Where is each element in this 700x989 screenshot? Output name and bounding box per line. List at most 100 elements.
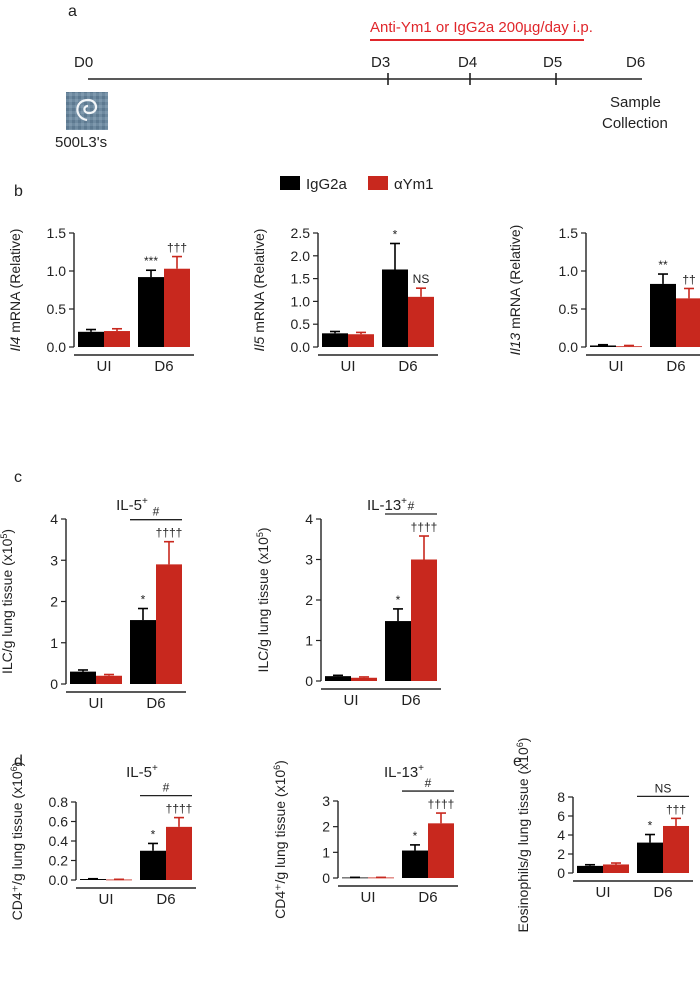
y-axis-title: Il4 mRNA (Relative) [7,229,23,352]
bar-aym1-ui [96,675,122,684]
y-tick-label: 0 [305,673,313,689]
y-tick-label: 2 [322,819,330,835]
legend-label-igg2a: IgG2a [306,176,348,193]
y-axis-title: CD4⁺/g lung tissue (x106) [9,762,25,921]
significance-igg2a: * [151,827,156,841]
y-tick-label: 0.5 [47,301,67,317]
bar-aym1-d6 [408,296,434,347]
bar-aym1-d6 [428,823,454,878]
y-tick-label: 1.5 [559,225,579,241]
bar-aym1-d6 [676,298,700,347]
x-category-label: UI [97,358,112,375]
significance-igg2a: * [396,593,401,607]
bar-aym1-d6 [166,826,192,880]
chart-il4-mrna: 0.0 0.5 1.0 1.5 UI D6 *** ††† Il4 mRNA (Relative… [7,225,194,375]
significance-igg2a: *** [144,254,158,268]
panel-letter-c: c [14,469,22,486]
x-category-label: UI [99,891,114,908]
bar-aym1-ui [603,864,629,873]
y-tick-label: 2 [50,594,58,610]
day-label-d0: D0 [74,54,93,71]
significance-aym1: †††† [428,797,455,811]
y-tick-label: 0.0 [47,339,67,355]
bar-igg2a-ui [590,345,616,347]
bar-aym1-d6 [663,825,689,873]
x-category-label: D6 [653,884,672,901]
y-tick-label: 2 [557,846,565,862]
bar-igg2a-d6 [650,283,676,347]
bar-igg2a-d6 [382,269,408,347]
bar-aym1-ui [616,346,642,348]
significance-igg2a: * [413,829,418,843]
y-tick-label: 1.0 [47,263,67,279]
significance-aym1: ††† [666,802,686,816]
x-category-label: UI [609,358,624,375]
y-tick-label: 4 [305,511,313,527]
legend-label-aym1: αYm1 [394,176,434,193]
chart-ilc-il5: 0 1 2 3 4 UI D6 * †††† # IL-5+ ILC/g lung tissue (x… [0,496,186,712]
y-tick-label: 2 [305,592,313,608]
bar-igg2a-d6 [140,850,166,880]
bar-igg2a-ui [78,331,104,347]
x-category-label: D6 [398,358,417,375]
significance-aym1: †††† [411,520,438,534]
panel-letter-a: a [68,3,77,20]
day-label-d5: D5 [543,54,562,71]
chart-cd4-il13: 0 1 2 3 UI D6 * †††† #IL-13+ CD4⁺/g lung tissue (… [272,760,458,919]
bar-aym1-ui [348,334,374,347]
panel-letter-e: e [513,753,522,770]
x-category-label: D6 [401,692,420,709]
y-axis-title: ILC/g lung tissue (x105) [255,527,271,672]
panel-letter-b: b [14,183,23,200]
chart-il13-mrna: 0.0 0.5 1.0 1.5 UI D6 ** †† Il13 mRNA (Relative) [507,225,700,375]
y-tick-label: 1.0 [291,293,311,309]
day-label-d3: D3 [371,54,390,71]
chart-cd4-il5: 0.0 0.2 0.4 0.6 0.8 UI D6 * †††† # IL-5+ CD4⁺/g lun… [9,762,196,921]
significance-aym1: ††† [167,241,187,255]
legend-swatch-aym1 [368,176,388,190]
y-tick-label: 4 [557,827,565,843]
y-tick-label: 4 [50,511,58,527]
treatment-label: Anti-Ym1 or IgG2a 200µg/day i.p. [370,19,593,36]
larva-icon [66,92,108,130]
bar-igg2a-d6 [402,850,428,878]
y-axis-title: Il13 mRNA (Relative) [507,225,523,356]
x-category-label: D6 [418,889,437,906]
legend-swatch-igg2a [280,176,300,190]
significance-aym1: †† [682,272,695,286]
y-tick-label: 1.0 [559,263,579,279]
x-category-label: D6 [666,358,685,375]
chart-title: IL-5+ [126,763,158,781]
bar-aym1-ui [351,677,377,681]
x-category-label: D6 [156,891,175,908]
chart-title: IL-5+ [116,496,148,514]
y-tick-label: 0 [50,676,58,692]
y-axis-title: ILC/g lung tissue (x105) [0,529,15,674]
significance-igg2a: ** [658,258,668,272]
bar-igg2a-d6 [385,621,411,681]
chart-il5-mrna: 0.0 0.5 1.0 1.5 2.0 2.5 UI D6 * NS Il5 mRNA (Relat… [251,225,438,375]
bar-igg2a-ui [322,333,348,347]
significance-aym1: †††† [156,526,183,540]
bar-igg2a-d6 [637,842,663,873]
chart-eosinophils: 0 2 4 6 8 UI D6 * ††† NS Eosinophils/g lung tissue… [515,738,693,932]
bar-igg2a-ui [577,865,603,873]
panel-letter-d: d [14,753,23,770]
y-tick-label: 0.0 [559,339,579,355]
legend: IgG2a αYm1 [280,176,434,193]
y-tick-label: 0.0 [291,339,311,355]
x-category-label: UI [341,358,356,375]
x-category-label: UI [596,884,611,901]
significance-igg2a: * [648,819,653,833]
comparison-label: NS [655,781,672,795]
chart-title: IL-13+ [367,496,407,514]
day-label-d6: D6 [626,54,645,71]
comparison-label: # [408,499,415,513]
y-tick-label: 1.5 [291,271,311,287]
day-label-d4: D4 [458,54,477,71]
y-axis-title: Il5 mRNA (Relative) [251,229,267,352]
significance-igg2a: * [141,593,146,607]
significance-igg2a: * [393,227,398,241]
chart-title: IL-13+ [384,763,424,781]
